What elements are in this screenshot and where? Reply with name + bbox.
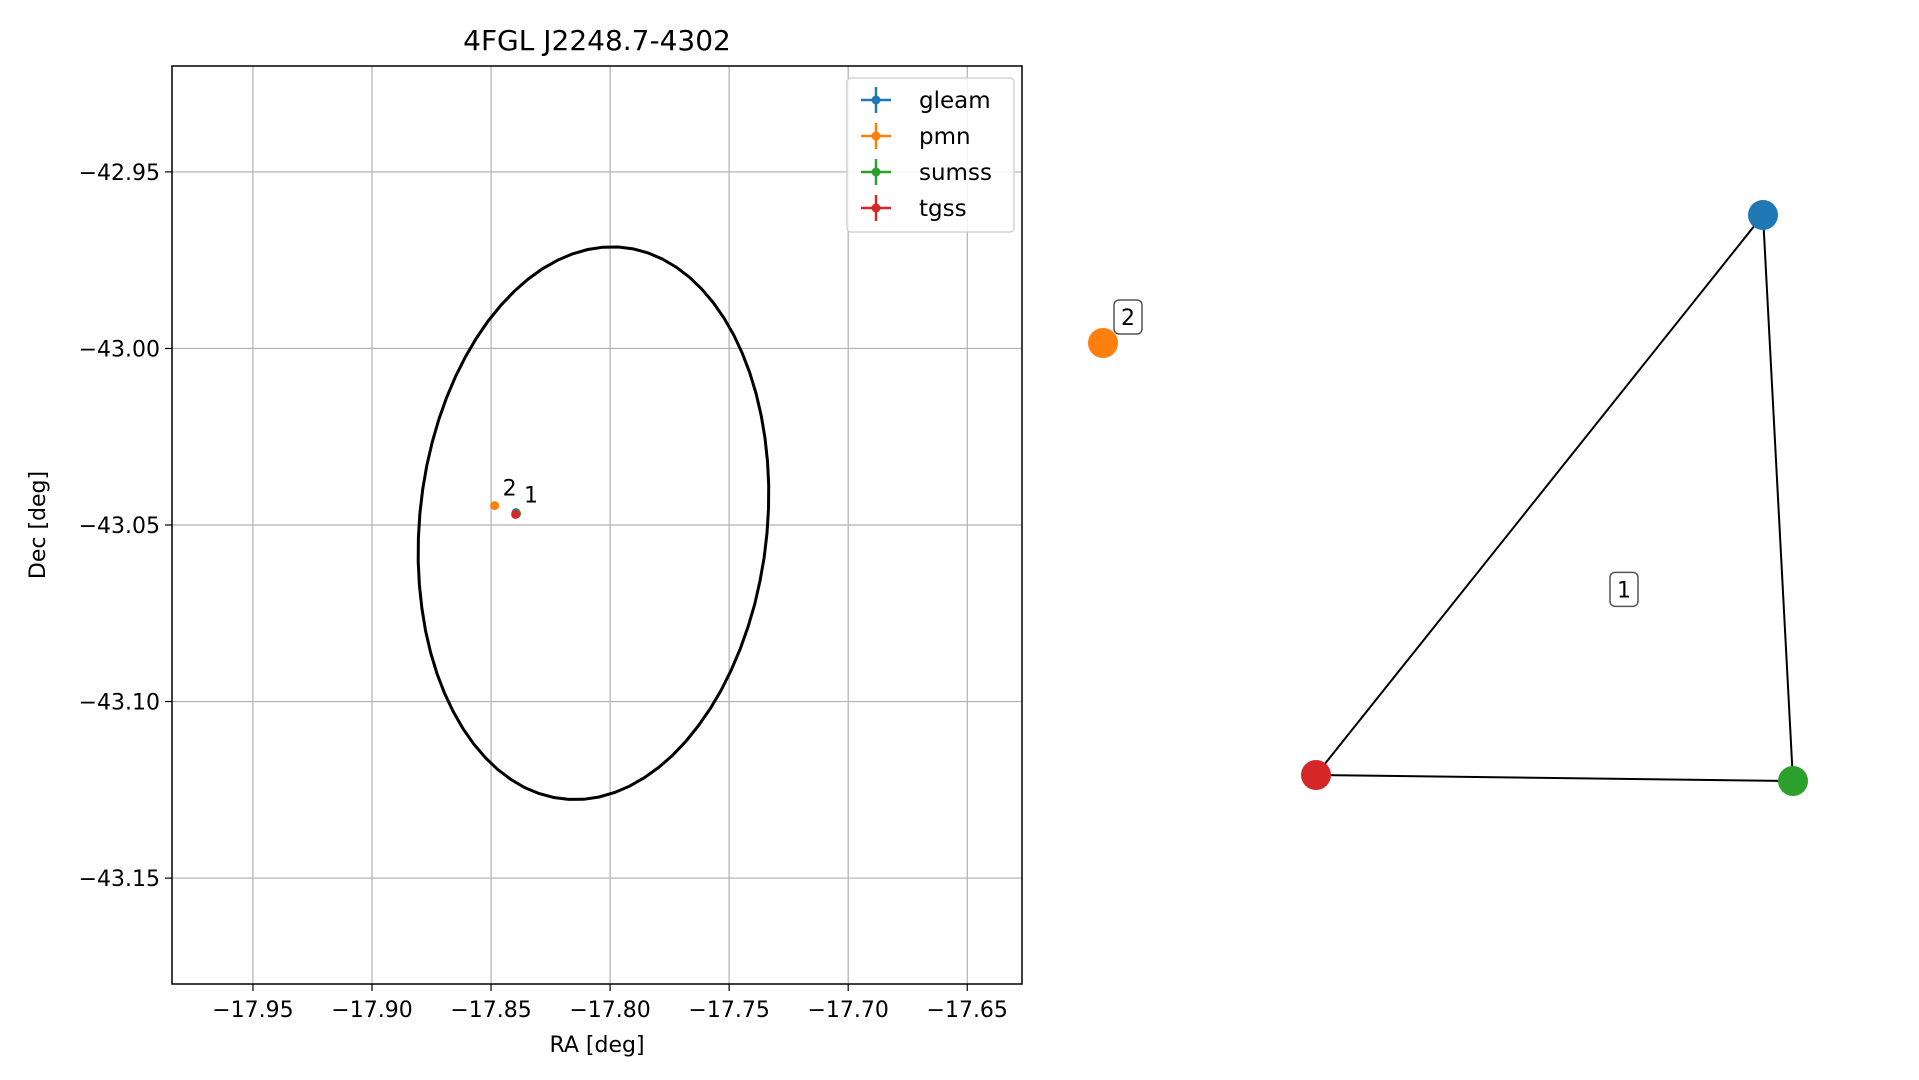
group-label-2: 2 (1113, 299, 1143, 335)
legend-marker (871, 167, 881, 177)
network-graph: 12 (1088, 200, 1808, 796)
point-annotation: 1 (524, 484, 538, 509)
node-sumss (1778, 766, 1808, 796)
edge-gleam-tgss (1315, 214, 1764, 776)
y-tick-label: −43.05 (79, 514, 160, 539)
y-tick-label: −43.10 (79, 691, 160, 716)
node-gleam (1748, 200, 1778, 230)
legend-item-gleam: gleam (861, 87, 991, 114)
legend-item-sumss: sumss (861, 159, 992, 186)
error-ellipse (416, 245, 771, 801)
legend: gleam pmn sumss tgss (846, 77, 1015, 233)
source-points-layer: 12 (490, 477, 538, 519)
legend-frame (846, 77, 1015, 233)
legend-label: pmn (919, 124, 971, 150)
legend-item-tgss: tgss (861, 195, 967, 222)
chart-title: 4FGL J2248.7-4302 (463, 24, 731, 57)
group-label-text: 2 (1121, 306, 1135, 331)
group-label-text: 1 (1617, 578, 1631, 603)
error-ellipse-layer (416, 245, 771, 801)
edge-sumss-tgss (1315, 774, 1794, 782)
x-tick-label: −17.80 (569, 998, 650, 1023)
axis-ticks: −17.95 −17.90 −17.85 −17.80 −17.75 −17.70 −17.… (79, 161, 1008, 1023)
scatter-plot: 4FGL J2248.7-4302 12 −17.95 −17.90 −17.85−… (26, 24, 1023, 1058)
legend-item-pmn: pmn (861, 123, 971, 150)
nodes-layer (1088, 200, 1808, 796)
point-tgss (511, 509, 521, 519)
legend-label: gleam (919, 88, 991, 114)
x-tick-label: −17.85 (450, 998, 531, 1023)
x-tick-label: −17.90 (331, 998, 412, 1023)
x-tick-label: −17.65 (927, 998, 1008, 1023)
y-axis-label: Dec [deg] (26, 471, 51, 579)
edge-gleam-sumss (1762, 214, 1794, 782)
y-tick-label: −43.00 (79, 337, 160, 362)
legend-label: tgss (919, 196, 967, 222)
legend-marker (871, 203, 881, 213)
group-label-1: 1 (1609, 571, 1639, 608)
legend-marker (871, 95, 881, 105)
x-tick-label: −17.70 (807, 998, 888, 1023)
point-annotation: 2 (503, 477, 517, 502)
y-tick-label: −42.95 (79, 161, 160, 186)
node-tgss (1301, 760, 1331, 790)
edges-layer (1315, 214, 1794, 782)
x-tick-label: −17.95 (212, 998, 293, 1023)
legend-label: sumss (919, 160, 992, 186)
node-pmn (1088, 328, 1118, 358)
group-label-box (1609, 571, 1639, 608)
x-tick-label: −17.75 (688, 998, 769, 1023)
group-label-box (1113, 299, 1143, 335)
x-axis-label: RA [deg] (549, 1033, 644, 1058)
y-tick-label: −43.15 (79, 867, 160, 892)
point-pmn (490, 501, 500, 511)
group-labels-layer: 12 (1113, 299, 1639, 608)
legend-marker (871, 131, 881, 141)
